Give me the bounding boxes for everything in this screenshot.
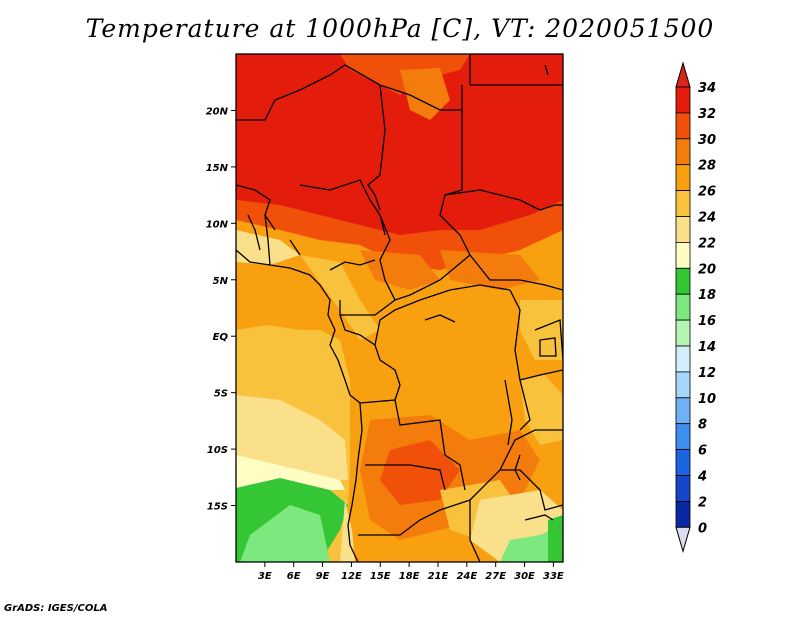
colorbar-segment [675, 112, 691, 140]
colorbar-label: 12 [698, 366, 716, 381]
colorbar-label: 0 [698, 521, 707, 536]
y-axis: 20N 15N 10N 5N EQ 5S 10S 15S [206, 106, 236, 513]
colorbar-segment [675, 86, 691, 114]
colorbar-label: 16 [698, 314, 716, 329]
y-tick-label: 20N [206, 106, 229, 117]
y-tick-label: 15N [206, 163, 229, 174]
colorbar-label: 32 [698, 107, 716, 122]
colorbar-label: 26 [698, 185, 716, 200]
y-tick-label: 5N [213, 276, 229, 287]
x-tick-label: 21E [428, 571, 449, 582]
colorbar-segment [675, 241, 691, 269]
colorbar-top-arrow [675, 61, 691, 88]
x-tick-label: 24E [456, 571, 477, 582]
colorbar-segment [675, 267, 691, 295]
x-tick-label: 18E [399, 571, 420, 582]
colorbar-segment [675, 190, 691, 217]
colorbar-label: 34 [698, 81, 716, 96]
colorbar-segment [675, 500, 691, 528]
x-tick-label: 12E [341, 571, 362, 582]
colorbar-segment [675, 423, 691, 451]
y-tick-label: 10S [207, 445, 228, 456]
map-frame [235, 53, 564, 563]
colorbar-label: 2 [698, 495, 707, 510]
colorbar-segment [675, 138, 691, 166]
colorbar-segment [675, 397, 691, 425]
x-axis: 3E 6E 9E 12E 15E 18E 21E 24E 27E 30E 33E [258, 562, 564, 582]
map-title: Temperature at 1000hPa [C], VT: 20200515… [85, 14, 715, 43]
colorbar-label: 14 [698, 340, 716, 355]
x-tick-label: 9E [316, 571, 330, 582]
colorbar-label: 4 [697, 470, 707, 485]
x-tick-label: 33E [543, 571, 564, 582]
colorbar-label: 18 [698, 288, 716, 303]
grads-credit: GrADS: IGES/COLA [4, 603, 108, 614]
colorbar-segment [675, 345, 691, 373]
colorbar-segment [675, 449, 691, 476]
colorbar-label: 6 [698, 444, 707, 459]
x-tick-label: 30E [514, 571, 535, 582]
colorbar-segment [675, 371, 691, 399]
colorbar-label: 10 [698, 392, 716, 407]
country-borders [236, 54, 563, 562]
x-tick-label: 6E [287, 571, 301, 582]
x-tick-label: 3E [258, 571, 272, 582]
colorbar-segment [675, 164, 691, 191]
colorbar-label: 24 [698, 211, 716, 226]
colorbar-segment [675, 216, 691, 243]
colorbar-label: 20 [698, 262, 716, 277]
colorbar-segment [675, 319, 691, 347]
y-tick-label: EQ [213, 332, 229, 343]
colorbar-label: 28 [698, 159, 716, 174]
colorbar-segment [675, 475, 691, 502]
x-tick-label: 15E [370, 571, 391, 582]
y-tick-label: 5S [214, 389, 228, 400]
x-tick-label: 27E [485, 571, 506, 582]
colorbar-label: 8 [698, 418, 707, 433]
colorbar-bottom-arrow [675, 526, 691, 554]
colorbar-segment [675, 293, 691, 321]
y-tick-label: 15S [207, 502, 228, 513]
colorbar-label: 30 [698, 133, 716, 148]
colorbar-label: 22 [698, 236, 716, 251]
y-tick-label: 10N [206, 219, 229, 230]
